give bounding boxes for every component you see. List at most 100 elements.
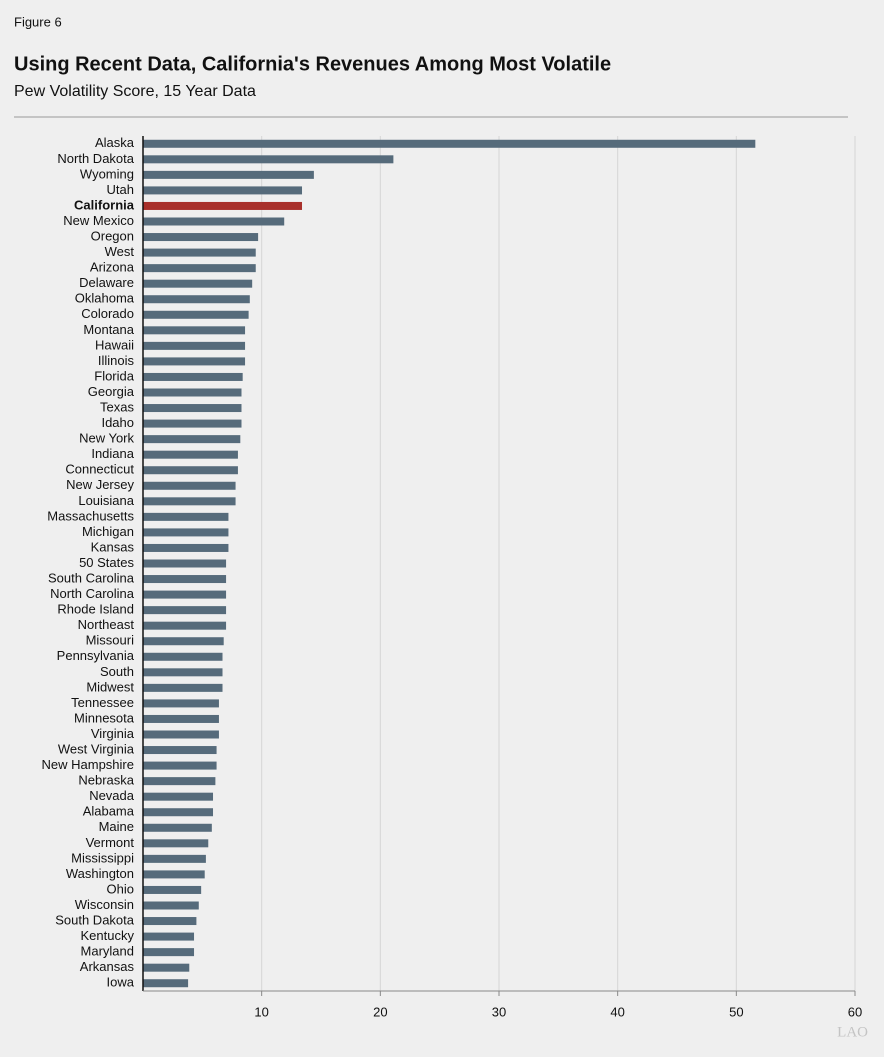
bar xyxy=(143,932,195,941)
bar xyxy=(143,823,212,832)
y-tick-label: Kentucky xyxy=(81,928,135,943)
y-tick-label: Colorado xyxy=(81,306,134,321)
bar xyxy=(143,139,756,148)
y-tick-label: Illinois xyxy=(98,353,135,368)
bar xyxy=(143,233,259,242)
bar xyxy=(143,792,214,801)
bar xyxy=(143,170,314,179)
y-tick-label: North Dakota xyxy=(57,151,134,166)
chart-subtitle: Pew Volatility Score, 15 Year Data xyxy=(14,83,256,100)
bar xyxy=(143,326,246,335)
bar xyxy=(143,357,246,366)
bar xyxy=(143,683,223,692)
bar xyxy=(143,543,229,552)
bar xyxy=(143,839,209,848)
y-tick-label: South xyxy=(100,664,134,679)
y-tick-label: New York xyxy=(79,431,134,446)
bar xyxy=(143,761,217,770)
y-tick-label: Mississippi xyxy=(71,850,134,865)
bar xyxy=(143,466,238,475)
y-tick-label: Missouri xyxy=(86,633,135,648)
y-tick-label: New Mexico xyxy=(63,213,134,228)
y-tick-label: Indiana xyxy=(91,446,134,461)
y-tick-label: Minnesota xyxy=(74,710,135,725)
x-tick-label: 10 xyxy=(254,1004,268,1019)
x-tick-label: 60 xyxy=(848,1004,862,1019)
y-tick-label: Massachusetts xyxy=(47,508,134,523)
bar xyxy=(143,341,246,350)
y-tick-label: California xyxy=(74,197,135,212)
y-tick-label: Ohio xyxy=(107,881,134,896)
bar xyxy=(143,201,303,210)
bar xyxy=(143,155,394,164)
y-tick-label: Arkansas xyxy=(80,959,135,974)
y-tick-label: Utah xyxy=(107,182,134,197)
y-tick-label: Alaska xyxy=(95,135,135,150)
bar xyxy=(143,963,190,972)
bar xyxy=(143,808,214,817)
bar xyxy=(143,917,197,926)
bar xyxy=(143,310,249,319)
y-tick-label: Connecticut xyxy=(65,462,134,477)
x-tick-label: 40 xyxy=(610,1004,624,1019)
bar xyxy=(143,652,223,661)
bar xyxy=(143,575,227,584)
y-tick-label: Iowa xyxy=(107,975,135,990)
bar xyxy=(143,714,219,723)
bar xyxy=(143,404,242,413)
y-tick-label: Northeast xyxy=(78,617,135,632)
y-tick-label: Wisconsin xyxy=(75,897,134,912)
y-tick-label: Vermont xyxy=(86,835,135,850)
bar xyxy=(143,435,241,444)
bar xyxy=(143,559,227,568)
y-tick-label: Wyoming xyxy=(80,166,134,181)
y-tick-label: Florida xyxy=(94,368,135,383)
y-tick-label: Tennessee xyxy=(71,695,134,710)
bar xyxy=(143,606,227,615)
bar xyxy=(143,372,243,381)
y-tick-label: 50 States xyxy=(79,555,134,570)
y-tick-label: Hawaii xyxy=(95,337,134,352)
bar xyxy=(143,217,285,226)
bar xyxy=(143,699,219,708)
bar xyxy=(143,948,195,957)
figure-label: Figure 6 xyxy=(14,14,62,29)
y-tick-label: Alabama xyxy=(83,804,135,819)
y-tick-label: Nebraska xyxy=(78,773,134,788)
y-tick-label: South Carolina xyxy=(48,570,135,585)
chart-title: Using Recent Data, California's Revenues… xyxy=(14,53,611,75)
bar xyxy=(143,248,256,257)
y-tick-label: West xyxy=(105,244,135,259)
bar xyxy=(143,186,303,195)
bar xyxy=(143,637,224,646)
bar xyxy=(143,668,223,677)
y-tick-label: Maine xyxy=(99,819,134,834)
y-tick-label: Kansas xyxy=(91,539,135,554)
bar xyxy=(143,746,217,755)
y-tick-label: Georgia xyxy=(88,384,135,399)
bar xyxy=(143,730,219,739)
y-tick-label: Rhode Island xyxy=(57,602,134,617)
logo: LAO xyxy=(837,1024,868,1040)
bar xyxy=(143,295,250,304)
y-tick-label: South Dakota xyxy=(55,912,135,927)
y-tick-label: Delaware xyxy=(79,275,134,290)
y-tick-label: Pennsylvania xyxy=(57,648,135,663)
x-tick-label: 50 xyxy=(729,1004,743,1019)
bar xyxy=(143,528,229,537)
y-tick-label: New Hampshire xyxy=(42,757,134,772)
y-tick-label: Oklahoma xyxy=(75,291,135,306)
bar xyxy=(143,388,242,397)
y-tick-label: Michigan xyxy=(82,524,134,539)
y-tick-label: New Jersey xyxy=(66,477,134,492)
y-tick-label: Washington xyxy=(66,866,134,881)
bar xyxy=(143,497,236,506)
y-tick-label: Maryland xyxy=(81,944,134,959)
x-tick-label: 20 xyxy=(373,1004,387,1019)
bar xyxy=(143,590,227,599)
bar xyxy=(143,621,227,630)
bar xyxy=(143,512,229,521)
bar xyxy=(143,264,256,273)
y-tick-label: West Virginia xyxy=(58,741,135,756)
